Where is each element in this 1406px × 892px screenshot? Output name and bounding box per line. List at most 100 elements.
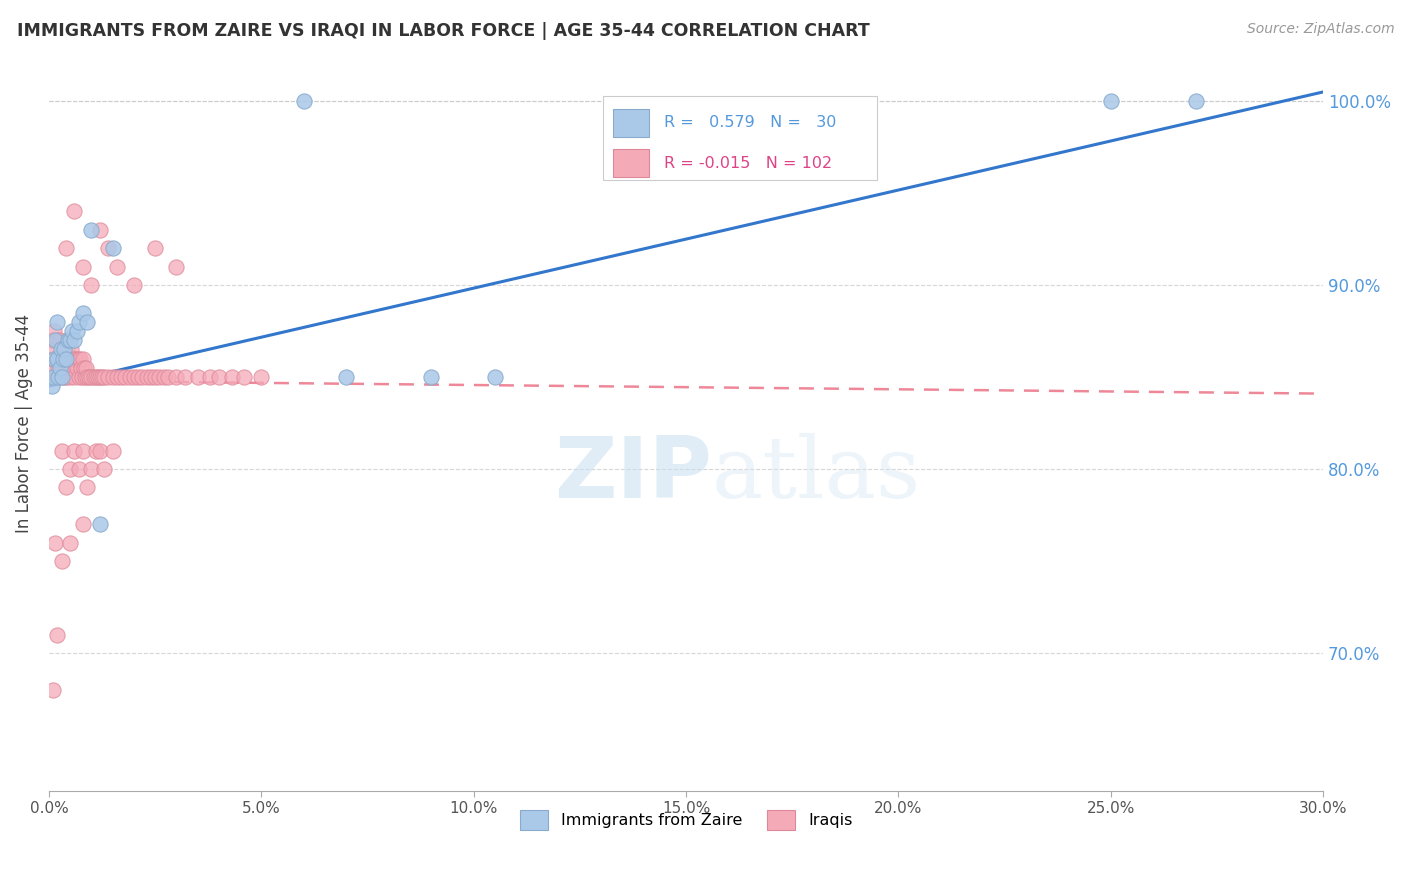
Point xyxy=(72,306,94,320)
Point xyxy=(55,351,77,366)
Point xyxy=(75,360,97,375)
Point xyxy=(59,333,82,347)
Point xyxy=(65,351,87,366)
Point xyxy=(55,480,77,494)
Point xyxy=(42,351,65,366)
Point xyxy=(48,333,70,347)
Point xyxy=(208,370,231,384)
Point xyxy=(51,443,73,458)
Point xyxy=(51,554,73,568)
Point xyxy=(101,443,124,458)
Point xyxy=(46,333,69,347)
Point xyxy=(1184,94,1206,108)
Point xyxy=(67,315,90,329)
Point xyxy=(67,370,90,384)
Point xyxy=(87,370,110,384)
Text: R = -0.015   N = 102: R = -0.015 N = 102 xyxy=(665,156,832,170)
Point xyxy=(165,260,187,274)
Point xyxy=(53,351,76,366)
Point xyxy=(42,682,65,697)
Point xyxy=(80,462,103,476)
Point xyxy=(42,351,65,366)
Point xyxy=(46,360,69,375)
Point xyxy=(139,370,162,384)
Point xyxy=(84,370,107,384)
Point xyxy=(56,333,79,347)
Point xyxy=(45,315,67,329)
Point xyxy=(72,517,94,532)
Point xyxy=(56,343,79,357)
Point xyxy=(484,370,506,384)
Point xyxy=(49,343,72,357)
Point xyxy=(1099,94,1122,108)
Point xyxy=(65,360,87,375)
Point xyxy=(75,370,97,384)
Point xyxy=(65,324,87,338)
Point xyxy=(79,370,101,384)
Point xyxy=(39,360,62,375)
Point xyxy=(135,370,157,384)
Point xyxy=(93,462,115,476)
Point xyxy=(101,241,124,255)
Point xyxy=(69,351,91,366)
Point xyxy=(148,370,170,384)
Point xyxy=(143,241,166,255)
Point xyxy=(89,223,111,237)
Text: Source: ZipAtlas.com: Source: ZipAtlas.com xyxy=(1247,22,1395,37)
Point xyxy=(55,241,77,255)
Point xyxy=(59,351,82,366)
Point xyxy=(44,333,66,347)
Point xyxy=(63,443,86,458)
Point xyxy=(60,324,83,338)
Point xyxy=(89,443,111,458)
Point xyxy=(118,370,141,384)
Point xyxy=(76,480,98,494)
Text: ZIP: ZIP xyxy=(554,433,711,516)
Point xyxy=(105,370,128,384)
Point xyxy=(122,370,145,384)
Point xyxy=(51,351,73,366)
Point xyxy=(173,370,195,384)
Point xyxy=(143,370,166,384)
Point xyxy=(114,370,136,384)
Text: IMMIGRANTS FROM ZAIRE VS IRAQI IN LABOR FORCE | AGE 35-44 CORRELATION CHART: IMMIGRANTS FROM ZAIRE VS IRAQI IN LABOR … xyxy=(17,22,870,40)
Point xyxy=(187,370,209,384)
FancyBboxPatch shape xyxy=(603,95,877,180)
Point xyxy=(63,333,86,347)
Point xyxy=(59,462,82,476)
Point xyxy=(72,443,94,458)
Point xyxy=(59,535,82,549)
Point xyxy=(63,204,86,219)
Point xyxy=(335,370,357,384)
Point xyxy=(48,360,70,375)
Point xyxy=(56,333,79,347)
Point xyxy=(59,370,82,384)
Point xyxy=(44,370,66,384)
Y-axis label: In Labor Force | Age 35-44: In Labor Force | Age 35-44 xyxy=(15,313,32,533)
Legend: Immigrants from Zaire, Iraqis: Immigrants from Zaire, Iraqis xyxy=(513,804,859,836)
Point xyxy=(46,370,69,384)
Point xyxy=(63,370,86,384)
Point xyxy=(45,351,67,366)
Point xyxy=(42,324,65,338)
Point xyxy=(56,360,79,375)
Point xyxy=(51,360,73,375)
FancyBboxPatch shape xyxy=(613,109,650,136)
Point xyxy=(76,315,98,329)
Point xyxy=(72,351,94,366)
Point xyxy=(73,360,96,375)
Point xyxy=(52,343,75,357)
Point xyxy=(110,370,132,384)
Point xyxy=(62,351,84,366)
Point xyxy=(49,370,72,384)
Point xyxy=(70,370,93,384)
Point xyxy=(44,535,66,549)
Point xyxy=(420,370,443,384)
Point xyxy=(41,333,63,347)
Point xyxy=(46,351,69,366)
Text: atlas: atlas xyxy=(711,433,921,516)
Point xyxy=(52,370,75,384)
FancyBboxPatch shape xyxy=(613,149,650,178)
Point xyxy=(52,343,75,357)
Point xyxy=(76,370,98,384)
